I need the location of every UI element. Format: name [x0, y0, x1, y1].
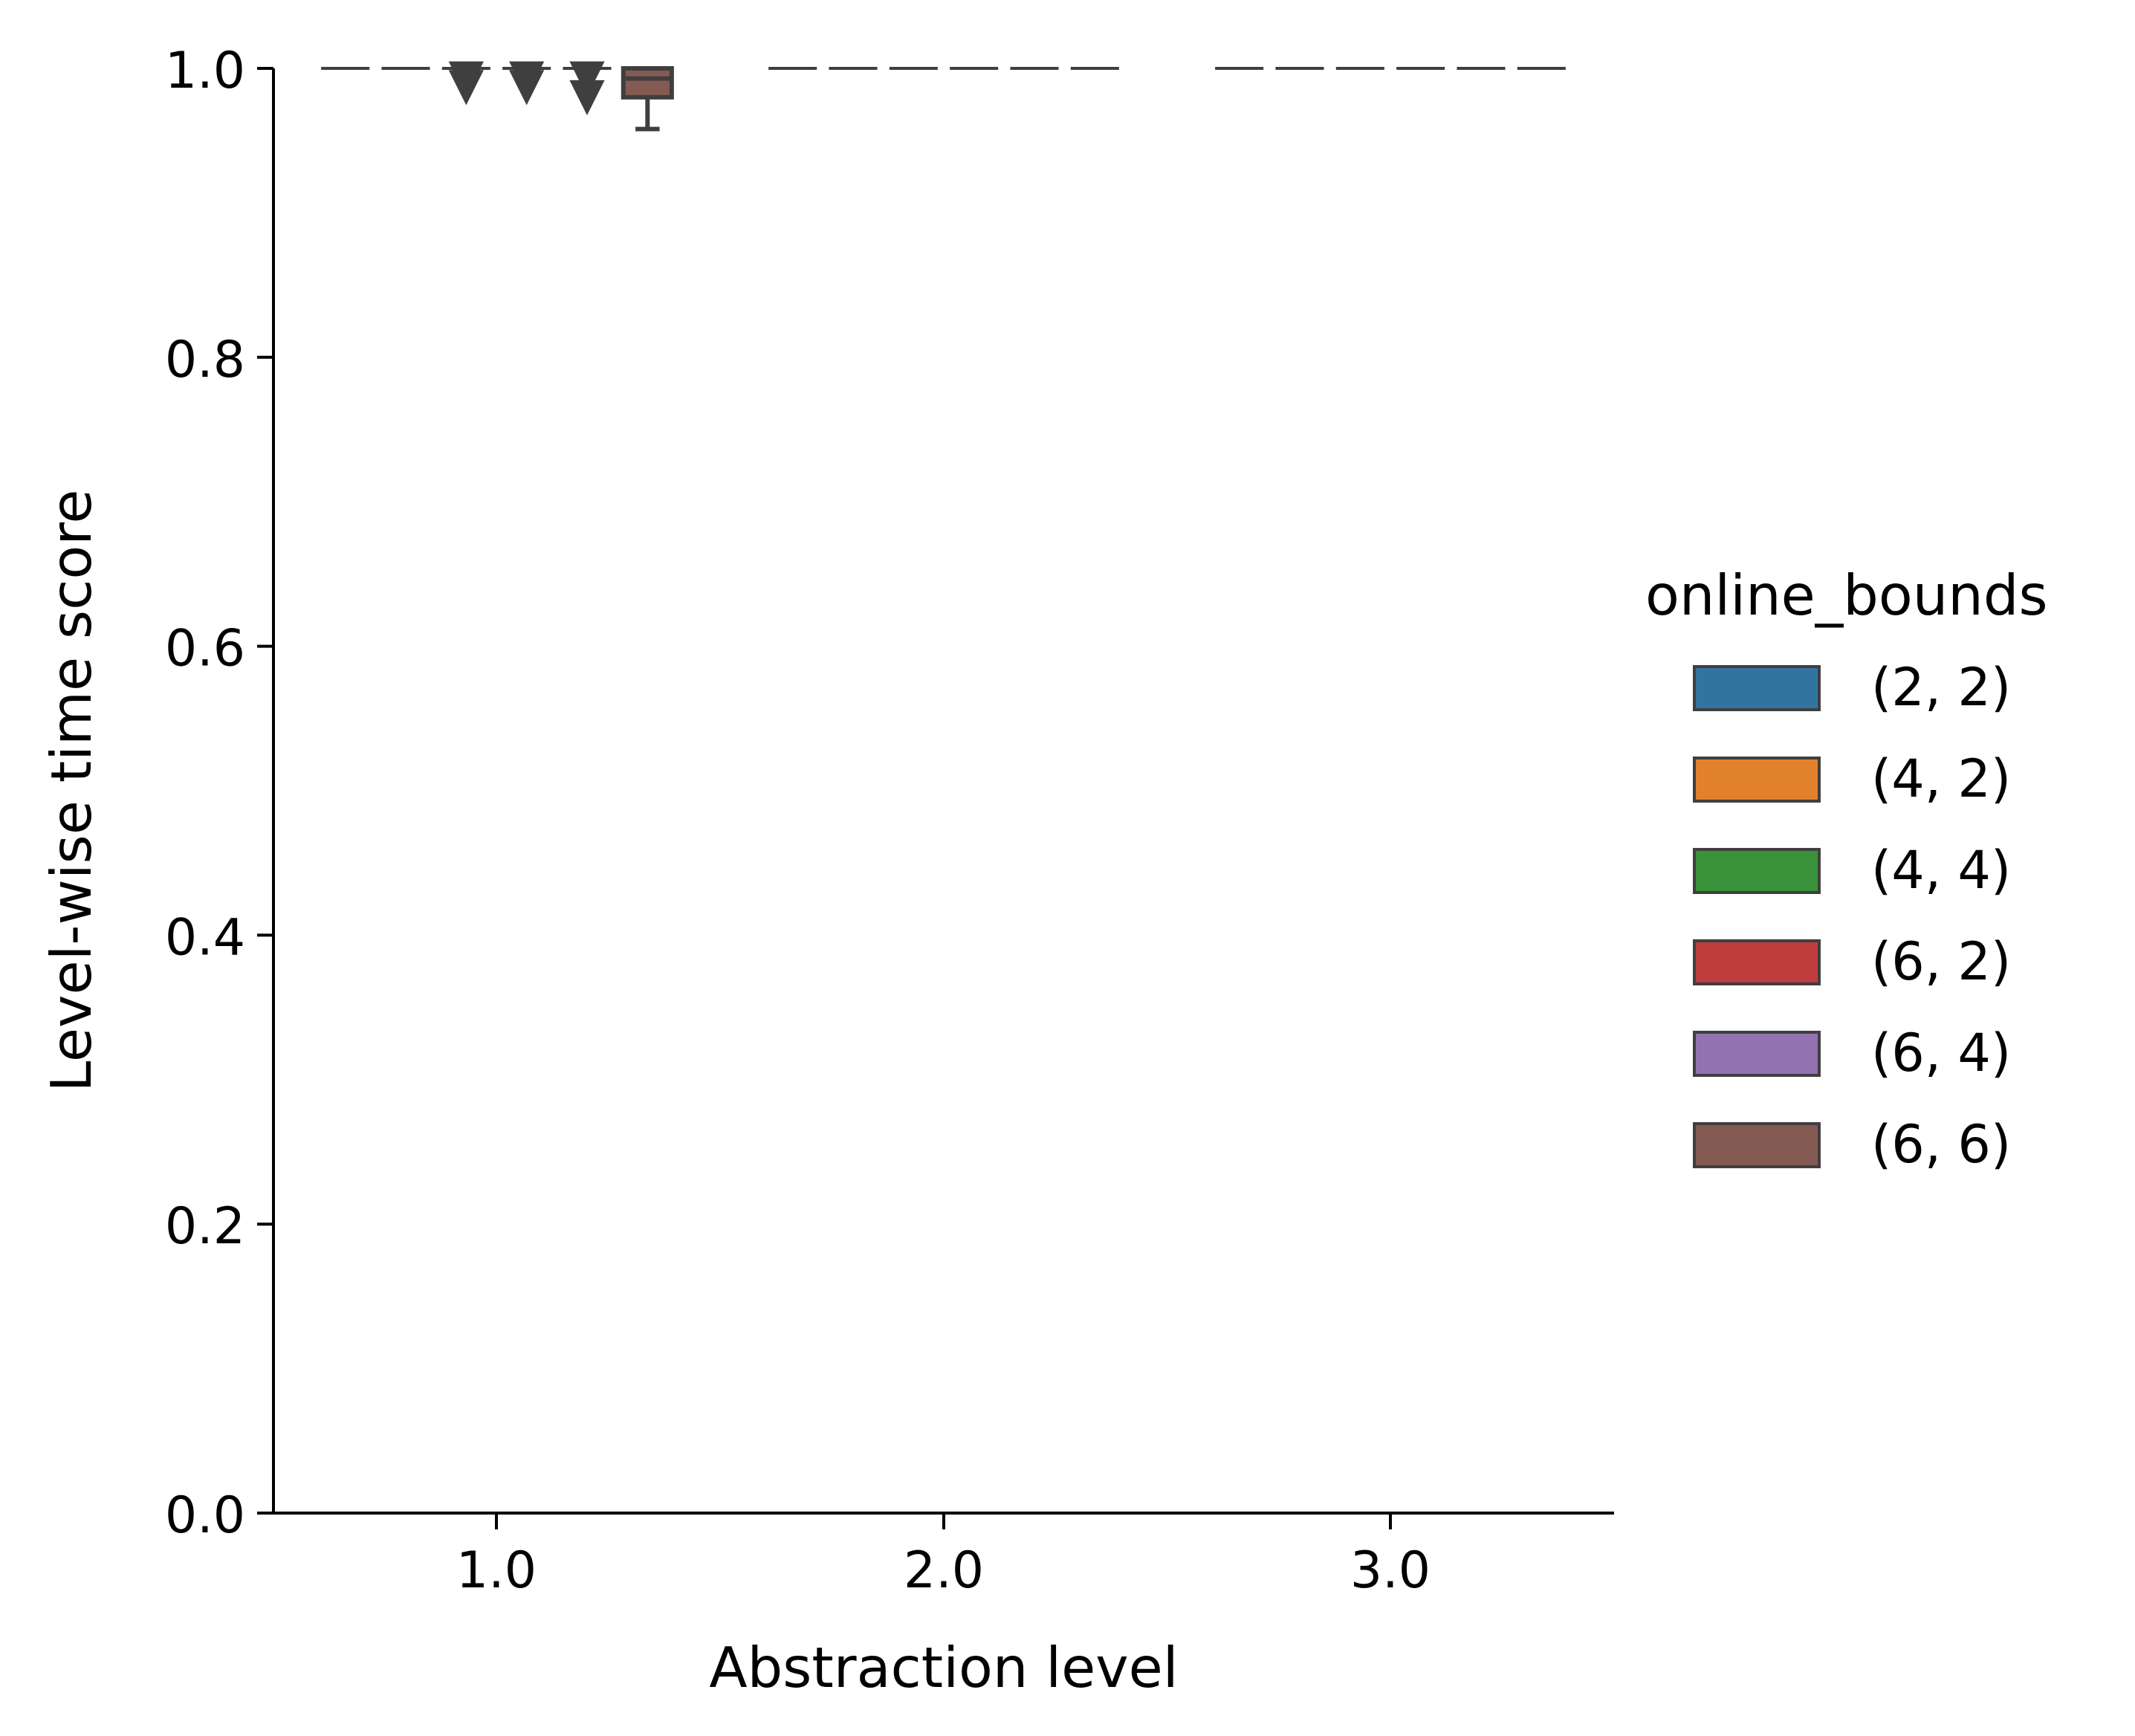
legend-entries: (2, 2) (4, 2) (4, 4) (6, 2) (6, 4) (6, 6): [1693, 657, 2011, 1175]
x-tick-label: 1.0: [456, 1541, 537, 1600]
outlier-marker: [448, 61, 484, 97]
box-4-4-level-1.0: [441, 61, 490, 106]
legend-label: (2, 2): [1871, 657, 2011, 718]
legend: online_bounds (2, 2) (4, 2) (4, 4) (6, 2) (6…: [1645, 563, 2048, 1175]
x-ticks: 1.0 2.0 3.0: [456, 1513, 1431, 1600]
legend-entry: (6, 6): [1693, 1114, 2011, 1175]
box-6-6-level-1.0: [621, 66, 674, 132]
y-tick-label: 0.0: [165, 1486, 245, 1545]
x-tick-label: 2.0: [904, 1541, 984, 1600]
legend-swatch: [1693, 665, 1821, 711]
legend-label: (4, 2): [1871, 748, 2011, 809]
outlier-marker: [509, 61, 545, 97]
y-axis-label: Level-wise time score: [39, 489, 104, 1092]
y-ticks: 0.0 0.2 0.4 0.6 0.8 1.0: [165, 42, 273, 1545]
y-tick-label: 0.4: [165, 908, 245, 967]
legend-label: (6, 4): [1871, 1023, 2011, 1084]
y-tick-label: 0.2: [165, 1197, 245, 1256]
legend-label: (6, 2): [1871, 931, 2011, 992]
legend-swatch: [1693, 1122, 1821, 1168]
legend-swatch: [1693, 757, 1821, 803]
legend-label: (6, 6): [1871, 1114, 2011, 1175]
legend-entry: (4, 2): [1693, 748, 2011, 809]
legend-entry: (4, 4): [1693, 840, 2011, 901]
box-6-4-level-1.0: [563, 61, 612, 116]
x-axis-label: Abstraction level: [709, 1635, 1178, 1700]
outlier-marker: [569, 61, 605, 97]
y-tick-label: 0.8: [165, 331, 245, 389]
boxes-layer: [321, 61, 1566, 132]
legend-swatch: [1693, 848, 1821, 894]
legend-swatch: [1693, 939, 1821, 985]
box-body: [621, 66, 674, 100]
y-tick-label: 0.6: [165, 620, 245, 678]
legend-title: online_bounds: [1645, 563, 2048, 628]
legend-entry: (6, 2): [1693, 931, 2011, 992]
y-tick-label: 1.0: [165, 42, 245, 100]
legend-entry: (6, 4): [1693, 1023, 2011, 1084]
legend-label: (4, 4): [1871, 840, 2011, 901]
x-tick-label: 3.0: [1350, 1541, 1431, 1600]
legend-swatch: [1693, 1031, 1821, 1077]
box-6-2-level-1.0: [502, 61, 551, 106]
legend-entry: (2, 2): [1693, 657, 2011, 718]
